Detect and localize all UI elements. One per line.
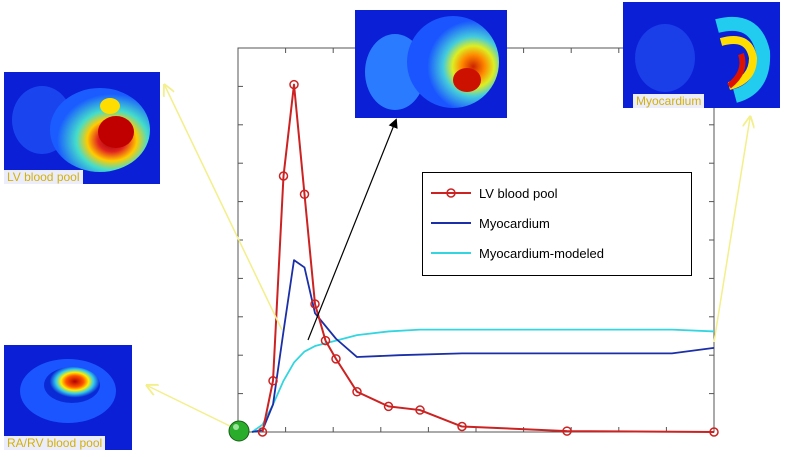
legend-item-lv: LV blood pool bbox=[431, 183, 558, 203]
thumbnail-peak bbox=[355, 10, 507, 118]
series-layer bbox=[251, 79, 719, 437]
legend-item-myocardium: Myocardium bbox=[431, 213, 550, 233]
thumbnail-myocardium: Myocardium bbox=[623, 2, 780, 108]
series-line-myocardium bbox=[251, 259, 715, 433]
start-marker-highlight bbox=[233, 424, 239, 430]
legend-item-myocardium-modeled: Myocardium-modeled bbox=[431, 243, 604, 263]
series-line-myocardium-modeled bbox=[251, 328, 715, 433]
lv-point-4 bbox=[299, 189, 310, 200]
lv-point-12 bbox=[562, 426, 572, 436]
legend-label-myocardium: Myocardium bbox=[479, 215, 550, 231]
lv-point-1 bbox=[268, 376, 278, 386]
ra-rv-heatmap-image bbox=[4, 345, 132, 450]
ra-rv-arrow bbox=[148, 386, 239, 431]
lv-point-3 bbox=[289, 79, 299, 90]
myocardium-heatmap-image bbox=[623, 2, 780, 108]
series-line-lv-blood-pool bbox=[261, 83, 715, 433]
lv-point-8 bbox=[352, 387, 362, 397]
lv-point-10 bbox=[415, 405, 425, 415]
legend-label-myocardium-modeled: Myocardium-modeled bbox=[479, 245, 604, 261]
legend-label-lv: LV blood pool bbox=[479, 185, 558, 201]
thumbnail-lv-blood-pool: LV blood pool bbox=[4, 72, 160, 184]
lv-point-9 bbox=[383, 401, 394, 412]
start-marker bbox=[228, 420, 250, 442]
lv-point-13 bbox=[709, 427, 719, 437]
lv-point-2 bbox=[278, 171, 289, 181]
lv-point-11 bbox=[457, 421, 467, 432]
thumbnail-ra-rv-blood-pool: RA/RV blood pool bbox=[4, 345, 132, 450]
peak-heatmap-image bbox=[355, 10, 507, 118]
ra-rv-caption: RA/RV blood pool bbox=[4, 436, 106, 450]
legend: LV blood pool Myocardium Myocardium-mode… bbox=[422, 172, 692, 276]
myocardium-caption: Myocardium bbox=[633, 94, 705, 108]
lv-arrow bbox=[165, 86, 283, 331]
myocardium-arrow bbox=[713, 118, 750, 343]
legend-swatch-myocardium bbox=[431, 222, 471, 224]
lv-point-7 bbox=[331, 354, 341, 364]
legend-swatch-myocardium-modeled bbox=[431, 252, 471, 254]
peak-arrow bbox=[307, 118, 398, 341]
lv-point-0 bbox=[257, 427, 268, 437]
lv-caption: LV blood pool bbox=[4, 170, 83, 184]
lv-point-6 bbox=[320, 335, 331, 346]
lv-heatmap-image bbox=[4, 72, 160, 184]
legend-swatch-lv bbox=[431, 188, 471, 198]
lv-point-5 bbox=[310, 299, 320, 309]
